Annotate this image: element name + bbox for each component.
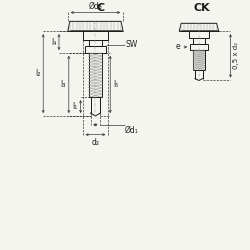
Text: l₂: l₂ [35, 69, 40, 78]
Text: Ød₁: Ød₁ [125, 126, 139, 135]
Text: Ød₃: Ød₃ [88, 2, 102, 11]
Text: 0,5 x d₂: 0,5 x d₂ [234, 42, 239, 69]
Text: l₅: l₅ [113, 80, 118, 89]
Text: d₂: d₂ [92, 138, 100, 147]
Text: SW: SW [126, 40, 138, 49]
Text: l₄: l₄ [51, 38, 56, 46]
Text: C: C [96, 2, 104, 12]
Text: l₁: l₁ [72, 102, 78, 111]
Text: l₃: l₃ [60, 80, 66, 89]
Text: CK: CK [194, 2, 210, 12]
Text: e: e [176, 42, 180, 51]
